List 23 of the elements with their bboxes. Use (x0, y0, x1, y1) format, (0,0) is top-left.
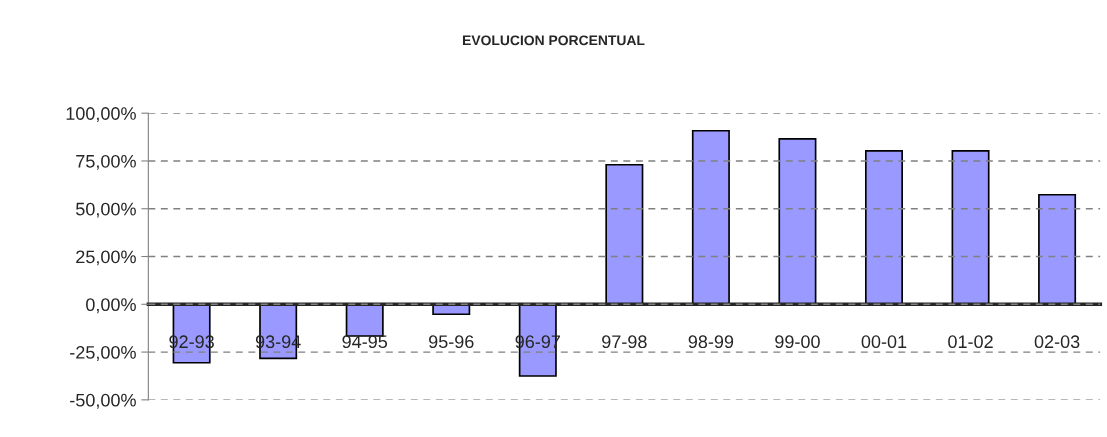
bar (778, 137, 817, 306)
bar (1038, 193, 1077, 306)
bar (864, 149, 903, 306)
x-tick-label: 01-02 (948, 335, 993, 349)
bar (951, 149, 990, 306)
y-tick-label: 75,00% (76, 154, 136, 170)
bar (345, 303, 384, 337)
y-tick-label: 0,00% (86, 298, 136, 314)
x-tick-label: 94-95 (342, 335, 388, 349)
y-tick-label: 50,00% (76, 202, 136, 218)
chart-title: EVOLUCION PORCENTUAL (462, 35, 645, 46)
x-tick-label: 98-99 (688, 335, 734, 349)
x-tick-label: 02-03 (1034, 335, 1080, 349)
x-tick-label: 97-98 (602, 335, 647, 349)
bar (605, 163, 644, 306)
y-tick-label: -50,00% (70, 393, 136, 409)
y-tick-label: 100,00% (66, 107, 136, 123)
x-tick-label: 95-96 (429, 335, 474, 349)
bar (691, 129, 730, 306)
x-tick-label: 00-01 (861, 335, 907, 349)
x-tick-label: 99-00 (775, 335, 820, 349)
y-tick-label: -25,00% (70, 346, 136, 361)
y-tick-label: 25,00% (76, 250, 136, 266)
